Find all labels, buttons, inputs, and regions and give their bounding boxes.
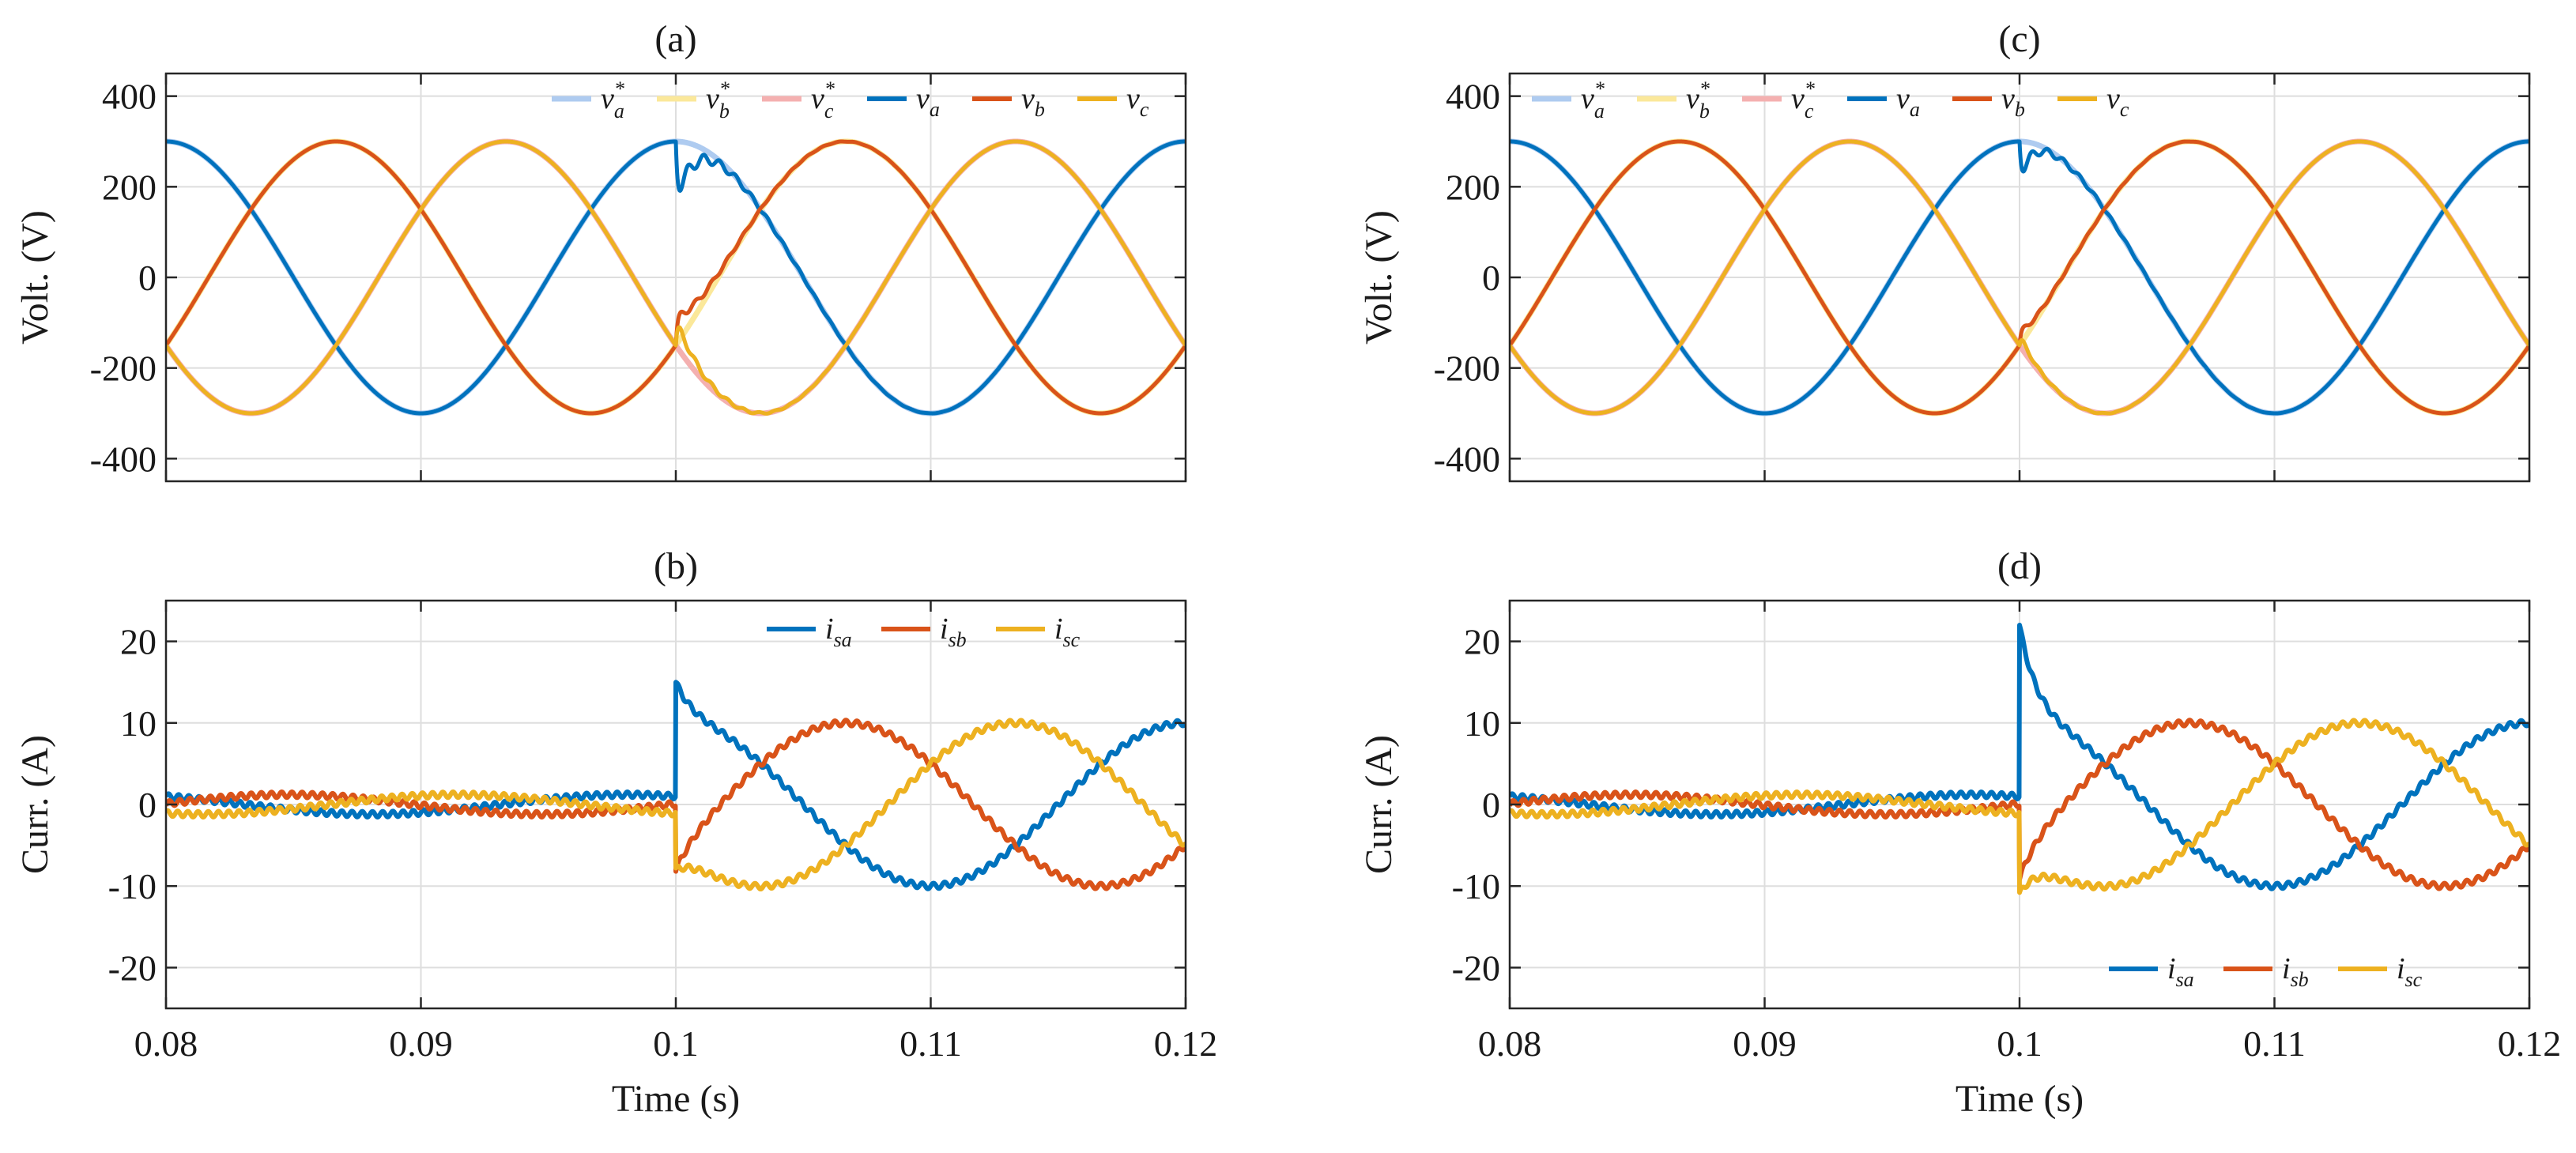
panel-title-c: (c) [1998, 18, 2040, 60]
series-line-i-sc [1510, 718, 2529, 895]
legend-item-v-b-ref: v* b [1637, 77, 1710, 122]
legend-label: isb [940, 612, 967, 651]
panel-title-b: (b) [654, 545, 698, 587]
legend-label: vb [1021, 82, 1045, 121]
y-axis-label: Curr. (A) [1358, 735, 1400, 874]
x-tick-label: 0.08 [1478, 1023, 1542, 1064]
x-tick-label: 0.12 [1154, 1023, 1218, 1064]
legend-label: v* b [706, 77, 730, 122]
legend-item-v-c: vc [1077, 82, 1149, 121]
legend-item-i-sc: isc [2338, 952, 2423, 991]
legend-item-v-a: va [867, 82, 940, 121]
y-tick-label: -400 [1434, 439, 1500, 479]
legend-b: isa isb isc [767, 612, 1081, 651]
legend-d: isa isb isc [2109, 952, 2423, 991]
x-tick-label: 0.11 [900, 1023, 962, 1064]
y-tick-label: 400 [102, 77, 157, 117]
y-axis-label: Volt. (V) [1358, 210, 1400, 345]
x-axis-label: Time (s) [612, 1078, 740, 1120]
panel-c: -400 -200 0 200 400 (c) Volt. (V) v* a v* b v* c va vb… [1358, 18, 2531, 483]
x-tick-label: 0.08 [134, 1023, 198, 1064]
x-tick-label: 0.1 [653, 1023, 699, 1064]
y-tick-label: 200 [1446, 167, 1500, 207]
legend-label: vc [1126, 82, 1149, 121]
y-tick-label: 400 [1446, 77, 1500, 117]
panel-title-d: (d) [1997, 545, 2042, 587]
x-axis-label: Time (s) [1956, 1078, 2084, 1120]
panel-title-a: (a) [654, 18, 696, 60]
legend-item-v-b-ref: v* b [657, 77, 730, 122]
y-tick-label: -20 [108, 948, 157, 988]
y-tick-label: 0 [1482, 785, 1500, 825]
x-tick-label: 0.09 [1733, 1023, 1797, 1064]
legend-item-v-a-ref: v* a [1532, 77, 1605, 122]
x-tick-label: 0.09 [389, 1023, 453, 1064]
panel-a: -400 -200 0 200 400 (a) Volt. (V) v* a v* b v* c va vb… [14, 18, 1187, 483]
legend-item-v-c-ref: v* c [1742, 77, 1815, 122]
x-tick-label: 0.12 [2498, 1023, 2562, 1064]
legend-item-v-a: va [1847, 82, 1920, 121]
x-tick-label: 0.11 [2243, 1023, 2306, 1064]
y-tick-label: -20 [1452, 948, 1500, 988]
series-line-i-sc [166, 718, 1186, 892]
series-group-d [1510, 622, 2529, 895]
y-tick-label: -10 [108, 866, 157, 906]
y-axis-label: Curr. (A) [14, 735, 56, 874]
legend-item-i-sb: isb [2223, 952, 2309, 991]
legend-label: vb [2001, 82, 2025, 121]
y-tick-label: 0 [138, 785, 157, 825]
legend-item-v-b: vb [1952, 82, 2025, 121]
y-tick-label: 10 [120, 703, 157, 744]
series-group-b [166, 680, 1186, 892]
y-tick-label: 20 [1464, 622, 1500, 662]
legend-label: v* a [1581, 77, 1605, 122]
legend-label: isa [2167, 952, 2194, 991]
legend-item-i-sa: isa [767, 612, 852, 651]
y-axis-label: Volt. (V) [14, 210, 56, 345]
legend-label: isc [1054, 612, 1081, 651]
x-tick-label: 0.1 [1997, 1023, 2042, 1064]
y-tick-label: -200 [1434, 349, 1500, 389]
series-line-v-c [166, 139, 1186, 416]
legend-a: v* a v* b v* c va vb vc [552, 77, 1149, 122]
legend-label: va [1896, 82, 1920, 121]
y-tick-label: 200 [102, 167, 157, 207]
y-tick-label: 20 [120, 622, 157, 662]
legend-item-i-sb: isb [881, 612, 967, 651]
series-line-i-sb [166, 718, 1186, 891]
panel-d: 0.08 0.09 0.1 0.11 0.12 -20 -10 0 10 20 (d) Curr. (… [1358, 545, 2561, 1120]
y-tick-label: 0 [1482, 258, 1500, 298]
legend-item-v-c: vc [2057, 82, 2129, 121]
legend-label: va [916, 82, 940, 121]
legend-item-i-sa: isa [2109, 952, 2194, 991]
legend-item-v-a-ref: v* a [552, 77, 624, 122]
legend-label: isa [825, 612, 852, 651]
series-group-a [166, 138, 1186, 416]
legend-label: v* c [811, 77, 835, 122]
legend-label: isb [2282, 952, 2309, 991]
y-tick-label: 0 [138, 258, 157, 298]
legend-label: v* c [1791, 77, 1815, 122]
legend-c: v* a v* b v* c va vb vc [1532, 77, 2129, 122]
series-group-c [1510, 138, 2529, 416]
legend-label: v* a [601, 77, 624, 122]
y-tick-label: 10 [1464, 703, 1500, 744]
panel-b: 0.08 0.09 0.1 0.11 0.12 -20 -10 0 10 20 (b) Curr. (… [14, 545, 1217, 1120]
legend-item-v-b: vb [972, 82, 1045, 121]
legend-label: v* b [1686, 77, 1710, 122]
series-line-v-c [1510, 139, 2529, 416]
legend-label: isc [2397, 952, 2423, 991]
y-tick-label: -200 [90, 349, 157, 389]
legend-item-v-c-ref: v* c [762, 77, 835, 122]
y-tick-label: -10 [1452, 866, 1500, 906]
y-tick-label: -400 [90, 439, 157, 479]
legend-item-i-sc: isc [996, 612, 1081, 651]
legend-label: vc [2106, 82, 2129, 121]
